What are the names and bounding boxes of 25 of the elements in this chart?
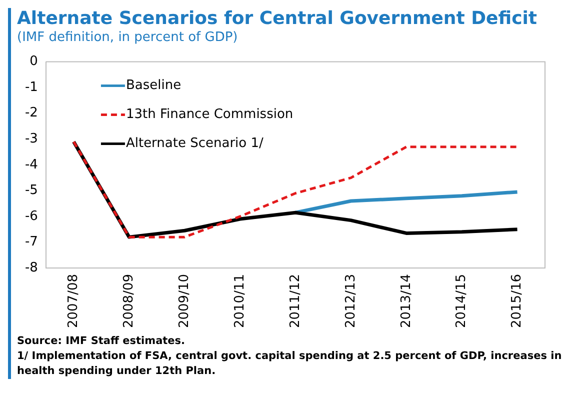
x-tick-label: 2011/12: [288, 274, 303, 328]
x-tick-label: 2009/10: [176, 274, 192, 328]
x-tick-label: 2008/09: [122, 274, 137, 328]
text: 1/ Implementation of FSA, central govt. capital spending at 2.5 percent of GDP, increases in health spending under 12th Plan.: [17, 349, 563, 379]
y-tick-label: -8: [24, 260, 38, 276]
y-tick-label: -4: [24, 157, 38, 172]
x-tick-label: 2007/08: [66, 274, 82, 328]
x-tick-label: 2012/13: [343, 274, 358, 328]
legend-label: Alternate Scenario 1/: [126, 136, 264, 152]
chart-subtitle: (IMF definition, in percent of GDP): [17, 30, 239, 46]
y-tick-label: 0: [30, 54, 38, 70]
x-tick-label: 2014/15: [454, 274, 470, 328]
y-tick-label: -7: [24, 234, 38, 250]
y-tick-label: -3: [24, 132, 38, 146]
legend-label: 13th Finance Commission: [126, 107, 294, 122]
y-tick-label: -2: [24, 106, 38, 121]
x-tick-label: 2013/14: [398, 274, 414, 328]
y-tick-label: -1: [24, 80, 38, 95]
x-tick-label: 2015/16: [510, 274, 525, 328]
x-tick-label: 2010/11: [232, 274, 248, 328]
y-tick-label: -6: [24, 208, 38, 224]
source-note: Source: IMF Staff estimates.: [17, 334, 186, 349]
y-tick-label: -5: [24, 183, 38, 198]
chart-title: Alternate Scenarios for Central Government Deficit: [17, 8, 538, 30]
legend-label: Baseline: [126, 78, 182, 94]
